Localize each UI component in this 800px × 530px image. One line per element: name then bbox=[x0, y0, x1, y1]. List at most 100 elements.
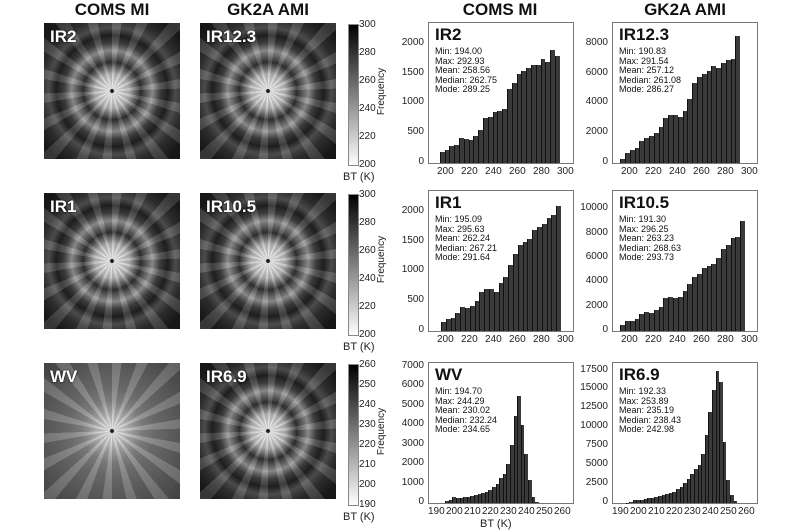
histogram-bar bbox=[629, 501, 633, 503]
image-label: IR12.3 bbox=[206, 27, 257, 46]
histogram-bar bbox=[661, 495, 666, 503]
header-gk2a-images: GK2A AMI bbox=[227, 0, 309, 19]
histogram-bar bbox=[692, 82, 697, 163]
histogram-stat: Mode: 291.64 bbox=[435, 252, 491, 262]
colorbar-tick: 240 bbox=[359, 103, 376, 114]
histogram-bar bbox=[468, 139, 474, 163]
histogram-bar bbox=[460, 307, 465, 331]
histogram-bar bbox=[711, 264, 717, 331]
histogram-bar bbox=[673, 298, 678, 331]
histogram-bar bbox=[555, 55, 560, 163]
x-tick-label: 280 bbox=[717, 334, 734, 345]
x-tick-label: 240 bbox=[702, 506, 719, 517]
colorbar-tick: 220 bbox=[359, 131, 376, 142]
histogram-bar bbox=[712, 389, 716, 503]
x-tick-label: 220 bbox=[461, 334, 478, 345]
y-tick-label: 0 bbox=[602, 496, 608, 507]
x-tick-label: 220 bbox=[666, 506, 683, 517]
histogram-bar bbox=[730, 495, 734, 503]
histogram-bar bbox=[502, 109, 507, 163]
histogram-bar bbox=[730, 238, 736, 331]
histogram-ir123: IR12.3 Min: 190.83 Max: 291.54 Mean: 257.12… bbox=[612, 22, 758, 164]
y-tick-label: 2500 bbox=[585, 477, 608, 489]
y-axis-label: Frequency bbox=[376, 235, 388, 284]
histogram-bar bbox=[650, 497, 655, 503]
histogram-title: IR2 bbox=[435, 25, 462, 44]
y-tick-label: 4000 bbox=[401, 418, 424, 430]
histogram-bar bbox=[459, 498, 464, 503]
x-tick-label: 200 bbox=[437, 334, 454, 345]
histogram-bar bbox=[690, 473, 694, 503]
histogram-bar bbox=[697, 465, 702, 503]
colorbar bbox=[348, 24, 359, 166]
histogram-bar bbox=[647, 498, 651, 503]
x-tick-label: 200 bbox=[446, 506, 463, 517]
x-tick-label: 200 bbox=[621, 334, 638, 345]
histogram-bar bbox=[455, 313, 461, 331]
histogram-stat: Mode: 242.98 bbox=[619, 424, 675, 434]
y-tick-label: 3000 bbox=[401, 437, 424, 449]
histogram-bar bbox=[644, 137, 649, 163]
histogram-bar bbox=[725, 60, 731, 163]
histogram-bar bbox=[473, 136, 479, 163]
histogram-bar bbox=[498, 283, 504, 331]
histogram-bar bbox=[513, 253, 518, 331]
histogram-bar bbox=[632, 500, 637, 503]
colorbar-tick: 190 bbox=[359, 499, 376, 510]
histogram-bar bbox=[517, 244, 523, 331]
histogram-bar bbox=[448, 500, 453, 503]
x-tick-label: 280 bbox=[533, 166, 550, 177]
histogram-bar bbox=[625, 152, 630, 163]
histogram-bar bbox=[653, 133, 659, 163]
histogram-bar bbox=[653, 310, 659, 331]
histogram-bar bbox=[531, 64, 536, 163]
histogram-bar bbox=[527, 238, 533, 331]
histogram-bar bbox=[495, 483, 500, 503]
y-tick-label: 500 bbox=[407, 294, 424, 306]
colorbar-tick: 240 bbox=[359, 399, 376, 410]
image-label: IR6.9 bbox=[206, 367, 247, 386]
histogram-bar bbox=[716, 67, 721, 163]
y-tick-label: 7000 bbox=[401, 359, 424, 371]
histogram-bar bbox=[479, 292, 485, 331]
histogram-ir105: IR10.5 Min: 191.30 Max: 296.25 Mean: 263.23… bbox=[612, 190, 758, 332]
histogram-bar bbox=[733, 500, 738, 503]
x-tick-label: 300 bbox=[557, 334, 574, 345]
histogram-bar bbox=[658, 127, 664, 163]
histogram-bar bbox=[441, 322, 446, 331]
x-tick-label: 300 bbox=[741, 334, 758, 345]
histogram-bar bbox=[636, 499, 640, 503]
y-tick-label: 0 bbox=[418, 324, 424, 335]
y-tick-label: 1500 bbox=[401, 234, 424, 246]
histogram-bar bbox=[506, 464, 510, 503]
x-tick-label: 220 bbox=[482, 506, 499, 517]
histogram-stat: Min: 194.70 bbox=[435, 386, 483, 396]
colorbar-tick: 200 bbox=[359, 479, 376, 490]
header-gk2a-histograms: GK2A AMI bbox=[644, 0, 726, 19]
histogram-bar bbox=[716, 257, 721, 331]
histogram-bar bbox=[706, 266, 712, 331]
histogram-bar bbox=[692, 277, 697, 331]
histogram-bar bbox=[640, 499, 644, 503]
histogram-bar bbox=[697, 273, 702, 331]
histogram-bar bbox=[452, 497, 456, 503]
histogram-bar bbox=[649, 136, 654, 163]
histogram-stat: Max: 295.63 bbox=[435, 223, 485, 234]
histogram-bar bbox=[663, 298, 669, 331]
histogram-bar bbox=[721, 63, 726, 163]
histogram-stat: Median: 261.08 bbox=[619, 74, 682, 85]
colorbar-tick: 220 bbox=[359, 301, 376, 312]
x-axis-label: BT (K) bbox=[480, 518, 512, 530]
x-tick-label: 300 bbox=[557, 166, 574, 177]
y-tick-label: 17500 bbox=[580, 363, 608, 375]
histogram-bar bbox=[511, 82, 517, 163]
histogram-stat: Max: 244.29 bbox=[435, 395, 485, 406]
x-tick-label: 280 bbox=[533, 334, 550, 345]
x-tick-label: 260 bbox=[554, 506, 571, 517]
colorbar-tick: 280 bbox=[359, 47, 376, 58]
histogram-bar bbox=[499, 477, 503, 503]
histogram-bar bbox=[489, 289, 494, 331]
histogram-stat: Min: 191.30 bbox=[619, 214, 667, 224]
colorbar-tick: 260 bbox=[359, 245, 376, 256]
x-tick-label: 230 bbox=[684, 506, 701, 517]
